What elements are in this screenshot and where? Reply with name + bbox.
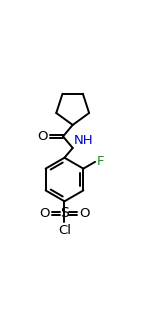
Text: Cl: Cl: [58, 224, 71, 237]
Text: F: F: [97, 155, 104, 168]
Text: S: S: [60, 206, 69, 220]
Text: O: O: [40, 207, 50, 220]
Text: O: O: [79, 207, 89, 220]
Text: O: O: [37, 130, 48, 143]
Text: NH: NH: [73, 134, 93, 147]
